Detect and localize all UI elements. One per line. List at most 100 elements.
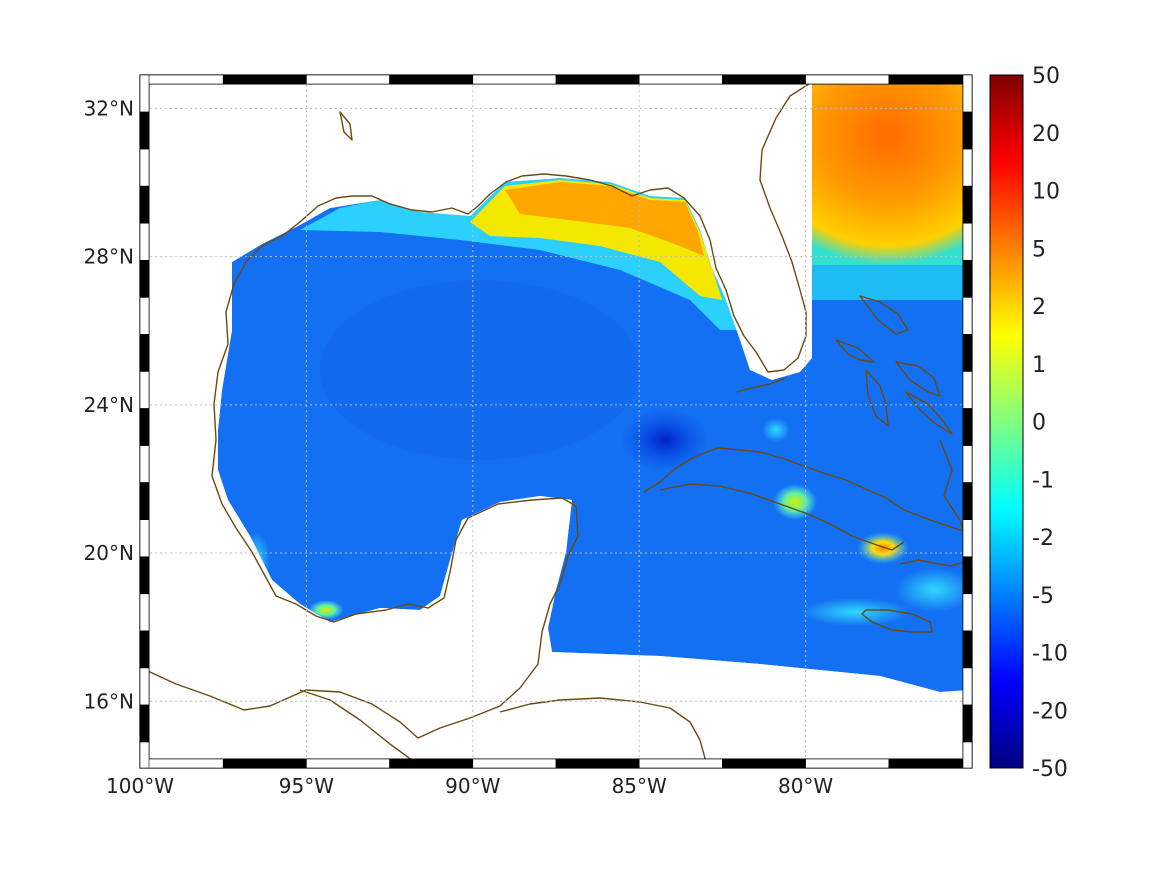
frame-seg-right (962, 593, 973, 632)
frame-seg-right (962, 334, 973, 372)
y-tick-label: 32°N (84, 96, 134, 120)
frame-seg-top (139, 74, 224, 85)
colorbar-label: 50 (1032, 64, 1060, 89)
colorbar-label: -1 (1032, 468, 1054, 493)
coast-lake (339, 111, 353, 141)
colorbar-gradient (989, 74, 1024, 769)
frame-seg-top (222, 74, 307, 85)
frame-seg-left (139, 297, 150, 335)
x-tick-label: 80°W (778, 774, 833, 798)
frame-seg-left (139, 74, 150, 113)
coast-bahamas-4 (905, 391, 953, 435)
frame-seg-left (139, 148, 150, 187)
frame-seg-right (962, 556, 973, 595)
coast-central-america (299, 689, 416, 762)
frame-seg-right (962, 704, 973, 743)
frame-seg-bottom (389, 758, 474, 769)
x-tick-label: 90°W (445, 774, 500, 798)
frame-seg-right (962, 371, 973, 409)
y-tick-label: 28°N (84, 245, 134, 269)
frame-seg-top (472, 74, 557, 85)
colorbar-label: -20 (1032, 699, 1068, 724)
x-tick-label: 85°W (612, 774, 667, 798)
frame-seg-left (139, 371, 150, 409)
deep-low (620, 408, 710, 472)
colorbar-label: 0 (1032, 411, 1046, 436)
colorbar-label: 10 (1032, 180, 1060, 205)
straits-cyan (762, 418, 790, 442)
frame-seg-left (139, 593, 150, 632)
coast-cuba-south (659, 483, 905, 551)
windward-cyan (895, 568, 965, 612)
frame-seg-left (139, 630, 150, 669)
frame-seg-left (139, 334, 150, 372)
gulf-field (218, 82, 965, 692)
land-us-mexico (149, 82, 965, 762)
colorbar-label: -50 (1032, 757, 1068, 782)
frame-seg-bottom (472, 758, 557, 769)
frame-seg-right (962, 259, 973, 298)
frame-seg-left (139, 445, 150, 483)
coast-hispaniola (899, 439, 965, 567)
frame-seg-top (638, 74, 723, 85)
n-gulf-orange (505, 182, 704, 256)
coast-honduras (499, 697, 707, 762)
frame-seg-bottom (805, 758, 890, 769)
frame-seg-left (139, 222, 150, 261)
mid-low (320, 280, 640, 460)
jamaica-cyan (800, 598, 910, 626)
frame-seg-right (962, 111, 973, 150)
frame-seg-left (139, 519, 150, 558)
frame-seg-left (139, 741, 150, 769)
colorbar-label: -2 (1032, 526, 1054, 551)
y-tick-labels: 32°N 28°N 24°N 20°N 16°N (84, 96, 134, 713)
map-frame (139, 74, 973, 769)
coast-mexico (149, 283, 579, 739)
colorbar-label: -5 (1032, 584, 1054, 609)
frame-seg-right (962, 297, 973, 335)
frame-seg-bottom (555, 758, 640, 769)
frame-seg-right (962, 148, 973, 187)
x-tick-label: 95°W (279, 774, 334, 798)
frame-seg-bottom (638, 758, 723, 769)
coast-bahamas-2 (865, 369, 889, 427)
frame-seg-right (962, 667, 973, 706)
land-layer (149, 82, 965, 762)
colorbar-label: 2 (1032, 295, 1046, 320)
colorbar-label: -10 (1032, 642, 1068, 667)
colorbar-label: 20 (1032, 122, 1060, 147)
colorbar-label: 5 (1032, 237, 1046, 262)
grid-layer (140, 75, 972, 768)
frame-seg-bottom (139, 758, 224, 769)
coast-bahamas-5 (835, 339, 875, 363)
frame-seg-left (139, 556, 150, 595)
frame-seg-left (139, 408, 150, 446)
frame-seg-left (139, 111, 150, 150)
frame-seg-left (139, 185, 150, 224)
coast-us-gulf (233, 82, 813, 373)
frame-seg-top (888, 74, 973, 85)
field-layer (218, 82, 965, 692)
frame-seg-left (139, 259, 150, 298)
frame-seg-right (962, 741, 973, 769)
frame-seg-right (962, 630, 973, 669)
frame-seg-right (962, 519, 973, 558)
frame-seg-top (722, 74, 806, 85)
frame-seg-right (962, 222, 973, 261)
frame-seg-left (139, 667, 150, 706)
frame-seg-right (962, 74, 973, 113)
frame-seg-bottom (888, 758, 973, 769)
coast-bahamas-1 (859, 295, 909, 335)
frame-seg-right (962, 185, 973, 224)
coast-jamaica (861, 609, 933, 633)
haiti-hot (857, 532, 909, 564)
x-tick-label: 100°W (106, 774, 174, 798)
y-tick-label: 16°N (84, 689, 134, 713)
frame-seg-bottom (306, 758, 390, 769)
y-tick-label: 24°N (84, 393, 134, 417)
frame-seg-top (805, 74, 890, 85)
frame-seg-top (555, 74, 640, 85)
